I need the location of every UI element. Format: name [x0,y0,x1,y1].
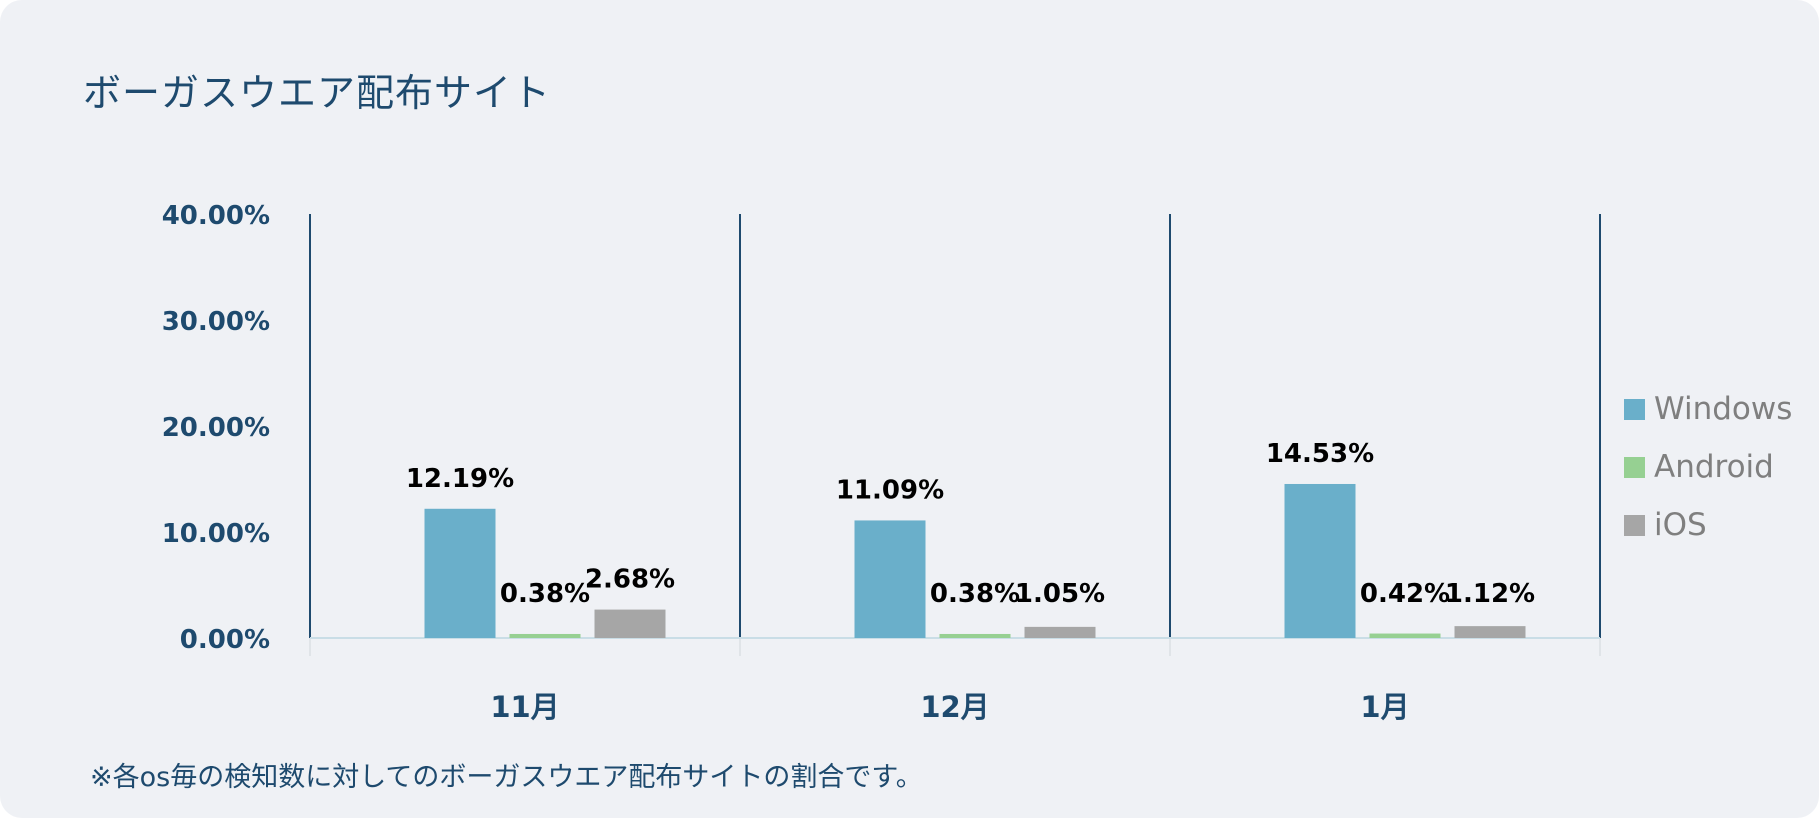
bar-windows [854,520,926,638]
legend-label-android: Android [1654,449,1774,485]
y-tick-label: 20.00% [162,413,270,443]
legend-item-android: Android [1624,438,1792,496]
legend-swatch-android [1624,456,1645,478]
bar-windows [424,508,496,638]
y-tick-label: 40.00% [162,201,270,231]
data-label: 0.38% [500,579,590,609]
bar-android [1369,633,1441,638]
y-tick-label: 0.00% [180,625,270,655]
data-label: 14.53% [1266,439,1374,469]
x-category-label: 1月 [1360,690,1409,724]
data-label: 1.05% [1015,579,1105,609]
y-tick-label: 10.00% [162,519,270,549]
footnote: ※各os毎の検知数に対してのボーガスウエア配布サイトの割合です。 [90,762,923,793]
chart-title: ボーガスウエア配布サイト [83,71,552,115]
data-label: 0.38% [930,579,1020,609]
legend: Windows Android iOS [1624,380,1792,554]
y-tick-label: 30.00% [162,307,270,337]
bar-ios [1024,626,1096,638]
legend-item-ios: iOS [1624,496,1792,554]
bar-ios [594,609,666,638]
bar-android [939,633,1011,638]
legend-item-windows: Windows [1624,380,1792,438]
x-category-label: 12月 [920,690,989,724]
bar-windows [1284,483,1356,638]
legend-label-windows: Windows [1654,391,1793,427]
legend-swatch-ios [1624,514,1645,536]
bar-ios [1454,626,1526,638]
data-label: 2.68% [585,565,675,595]
data-label: 1.12% [1445,579,1535,609]
data-label: 11.09% [836,475,944,505]
x-category-label: 11月 [490,690,559,724]
legend-swatch-windows [1624,398,1645,420]
bar-android [509,633,581,638]
data-label: 0.42% [1360,579,1450,609]
data-label: 12.19% [406,464,514,494]
legend-label-ios: iOS [1654,507,1707,543]
